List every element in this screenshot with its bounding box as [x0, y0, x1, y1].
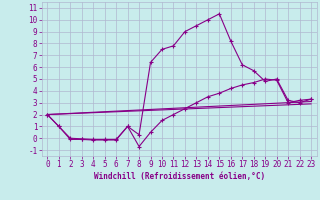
X-axis label: Windchill (Refroidissement éolien,°C): Windchill (Refroidissement éolien,°C)	[94, 172, 265, 181]
